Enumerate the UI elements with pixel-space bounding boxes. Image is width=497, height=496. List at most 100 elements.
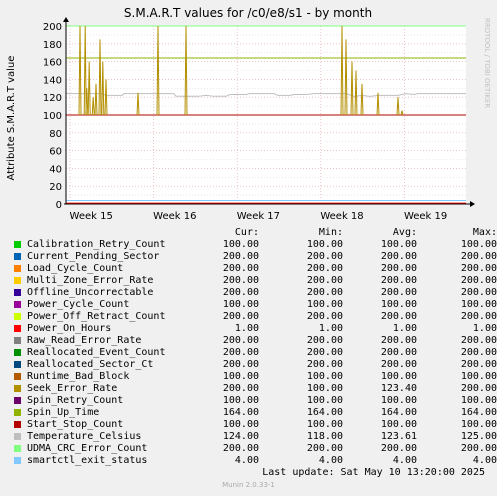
legend-swatch bbox=[14, 432, 21, 440]
legend-min-value: 100.00 bbox=[306, 395, 343, 406]
legend-row: Current_Pending_Sector 200.00 200.00 200.00… bbox=[12, 251, 497, 263]
seek-error-spike bbox=[98, 39, 102, 116]
legend-cur-value: 100.00 bbox=[222, 371, 259, 382]
legend-series-name: Reallocated_Event_Count bbox=[27, 347, 166, 358]
legend-max-value: 200.00 bbox=[460, 443, 497, 454]
legend-cur-value: 200.00 bbox=[222, 275, 259, 286]
legend-swatch-cell bbox=[12, 407, 27, 419]
legend-max-value: 200.00 bbox=[460, 359, 497, 370]
legend-min-value: 200.00 bbox=[306, 359, 343, 370]
seek-error-spike bbox=[376, 92, 380, 116]
legend-row: Start_Stop_Count 100.00 100.00 100.00 100.00 bbox=[12, 419, 497, 431]
legend-series-name: Temperature_Celsius bbox=[27, 431, 142, 442]
legend-swatch bbox=[14, 408, 21, 416]
legend-avg-value: 123.61 bbox=[380, 431, 417, 442]
seek-error-spike bbox=[104, 79, 108, 116]
legend-row: Spin_Retry_Count 100.00 100.00 100.00 100.00 bbox=[12, 395, 497, 407]
legend-swatch bbox=[14, 324, 21, 332]
legend-swatch bbox=[14, 312, 21, 320]
legend-swatch-cell bbox=[12, 239, 27, 251]
legend-swatch-cell bbox=[12, 251, 27, 263]
legend-swatch-cell bbox=[12, 431, 27, 443]
legend-series-name: Multi_Zone_Error_Rate bbox=[27, 275, 154, 286]
seek-error-spike bbox=[396, 97, 400, 116]
legend-max-value: 100.00 bbox=[460, 239, 497, 250]
y-tick-label: 60 bbox=[49, 147, 62, 158]
legend-cur-value: 200.00 bbox=[222, 383, 259, 394]
seek-error-spike bbox=[360, 83, 364, 116]
legend-cur-value: 164.00 bbox=[222, 407, 259, 418]
legend-cur-value: 200.00 bbox=[222, 359, 259, 370]
x-tick-label: Week 19 bbox=[404, 211, 447, 222]
legend-cur-value: 200.00 bbox=[222, 251, 259, 262]
legend-min-value: 118.00 bbox=[306, 431, 343, 442]
legend-series-name: Reallocated_Sector_Ct bbox=[27, 359, 154, 370]
legend-avg-value: 4.00 bbox=[392, 455, 417, 466]
legend-series-name: Load_Cycle_Count bbox=[27, 263, 124, 274]
legend-swatch bbox=[14, 420, 21, 428]
legend-cur-value: 200.00 bbox=[222, 263, 259, 274]
legend-row: UDMA_CRC_Error_Count 200.00 200.00 200.00 20… bbox=[12, 443, 497, 455]
legend-max-value: 4.00 bbox=[472, 455, 497, 466]
legend-row: Power_Off_Retract_Count 200.00 200.00 200.0… bbox=[12, 311, 497, 323]
legend-max-value: 100.00 bbox=[460, 299, 497, 310]
legend-swatch bbox=[14, 276, 21, 284]
y-tick-label: 0 bbox=[56, 200, 62, 211]
legend-avg-value: 200.00 bbox=[380, 359, 417, 370]
legend-max-value: 125.00 bbox=[460, 431, 497, 442]
legend-row: smartctl_exit_status 4.00 4.00 4.00 4.00 bbox=[12, 455, 497, 467]
legend-swatch bbox=[14, 384, 21, 392]
legend-min-value: 200.00 bbox=[306, 287, 343, 298]
legend-col-min: Min: bbox=[318, 227, 343, 238]
x-tick-label: Week 16 bbox=[153, 211, 196, 222]
legend-series-name: Spin_Retry_Count bbox=[27, 395, 124, 406]
rrdtool-watermark: RRDTOOL / TOBI OETIKER bbox=[483, 18, 491, 108]
legend-min-value: 200.00 bbox=[306, 335, 343, 346]
legend-max-value: 100.00 bbox=[460, 419, 497, 430]
legend-row: Offline_Uncorrectable 200.00 200.00 200.00 2… bbox=[12, 287, 497, 299]
legend-cur-value: 200.00 bbox=[222, 347, 259, 358]
legend-max-value: 200.00 bbox=[460, 263, 497, 274]
legend-swatch bbox=[14, 240, 21, 248]
legend-swatch bbox=[14, 348, 21, 356]
seek-error-spike bbox=[78, 25, 82, 116]
legend-series-name: Power_Off_Retract_Count bbox=[27, 311, 166, 322]
legend-min-value: 100.00 bbox=[306, 239, 343, 250]
legend-series-name: Offline_Uncorrectable bbox=[27, 287, 154, 298]
legend-cur-value: 100.00 bbox=[222, 419, 259, 430]
x-tick-label: Week 17 bbox=[237, 211, 280, 222]
legend-swatch-cell bbox=[12, 347, 27, 359]
legend-cur-value: 124.00 bbox=[222, 431, 259, 442]
legend-swatch bbox=[14, 252, 21, 260]
legend-avg-value: 100.00 bbox=[380, 239, 417, 250]
x-axis-arrow bbox=[470, 201, 475, 207]
y-tick-label: 40 bbox=[49, 164, 62, 175]
legend-min-value: 1.00 bbox=[318, 323, 343, 334]
y-tick-label: 100 bbox=[43, 111, 62, 122]
legend-swatch-cell bbox=[12, 419, 27, 431]
y-tick-label: 80 bbox=[49, 129, 62, 140]
legend-swatch bbox=[14, 360, 21, 368]
legend-cur-value: 100.00 bbox=[222, 239, 259, 250]
legend-row: Load_Cycle_Count 200.00 200.00 200.00 200.00 bbox=[12, 263, 497, 275]
legend-max-value: 200.00 bbox=[460, 347, 497, 358]
legend-avg-value: 200.00 bbox=[380, 347, 417, 358]
legend-avg-value: 100.00 bbox=[380, 419, 417, 430]
legend-row: Spin_Up_Time 164.00 164.00 164.00 164.00 bbox=[12, 407, 497, 419]
legend-swatch bbox=[14, 300, 21, 308]
seek-error-spike bbox=[156, 25, 160, 116]
legend-min-value: 100.00 bbox=[306, 419, 343, 430]
seek-error-spike bbox=[354, 70, 358, 116]
legend-cur-value: 200.00 bbox=[222, 335, 259, 346]
legend-min-value: 100.00 bbox=[306, 383, 343, 394]
legend-series-name: Power_Cycle_Count bbox=[27, 299, 130, 310]
legend-avg-value: 1.00 bbox=[392, 323, 417, 334]
legend-series-name: Power_On_Hours bbox=[27, 323, 112, 334]
legend-table: Cur: Min: Avg: Max: Calibration_Retry_Co… bbox=[12, 227, 497, 467]
legend-cur-value: 100.00 bbox=[222, 395, 259, 406]
legend-avg-value: 200.00 bbox=[380, 443, 417, 454]
legend-swatch bbox=[14, 336, 21, 344]
legend-swatch-cell bbox=[12, 395, 27, 407]
legend-swatch-cell bbox=[12, 359, 27, 371]
y-axis-label: Attribute S.M.A.R.T value bbox=[6, 56, 17, 181]
